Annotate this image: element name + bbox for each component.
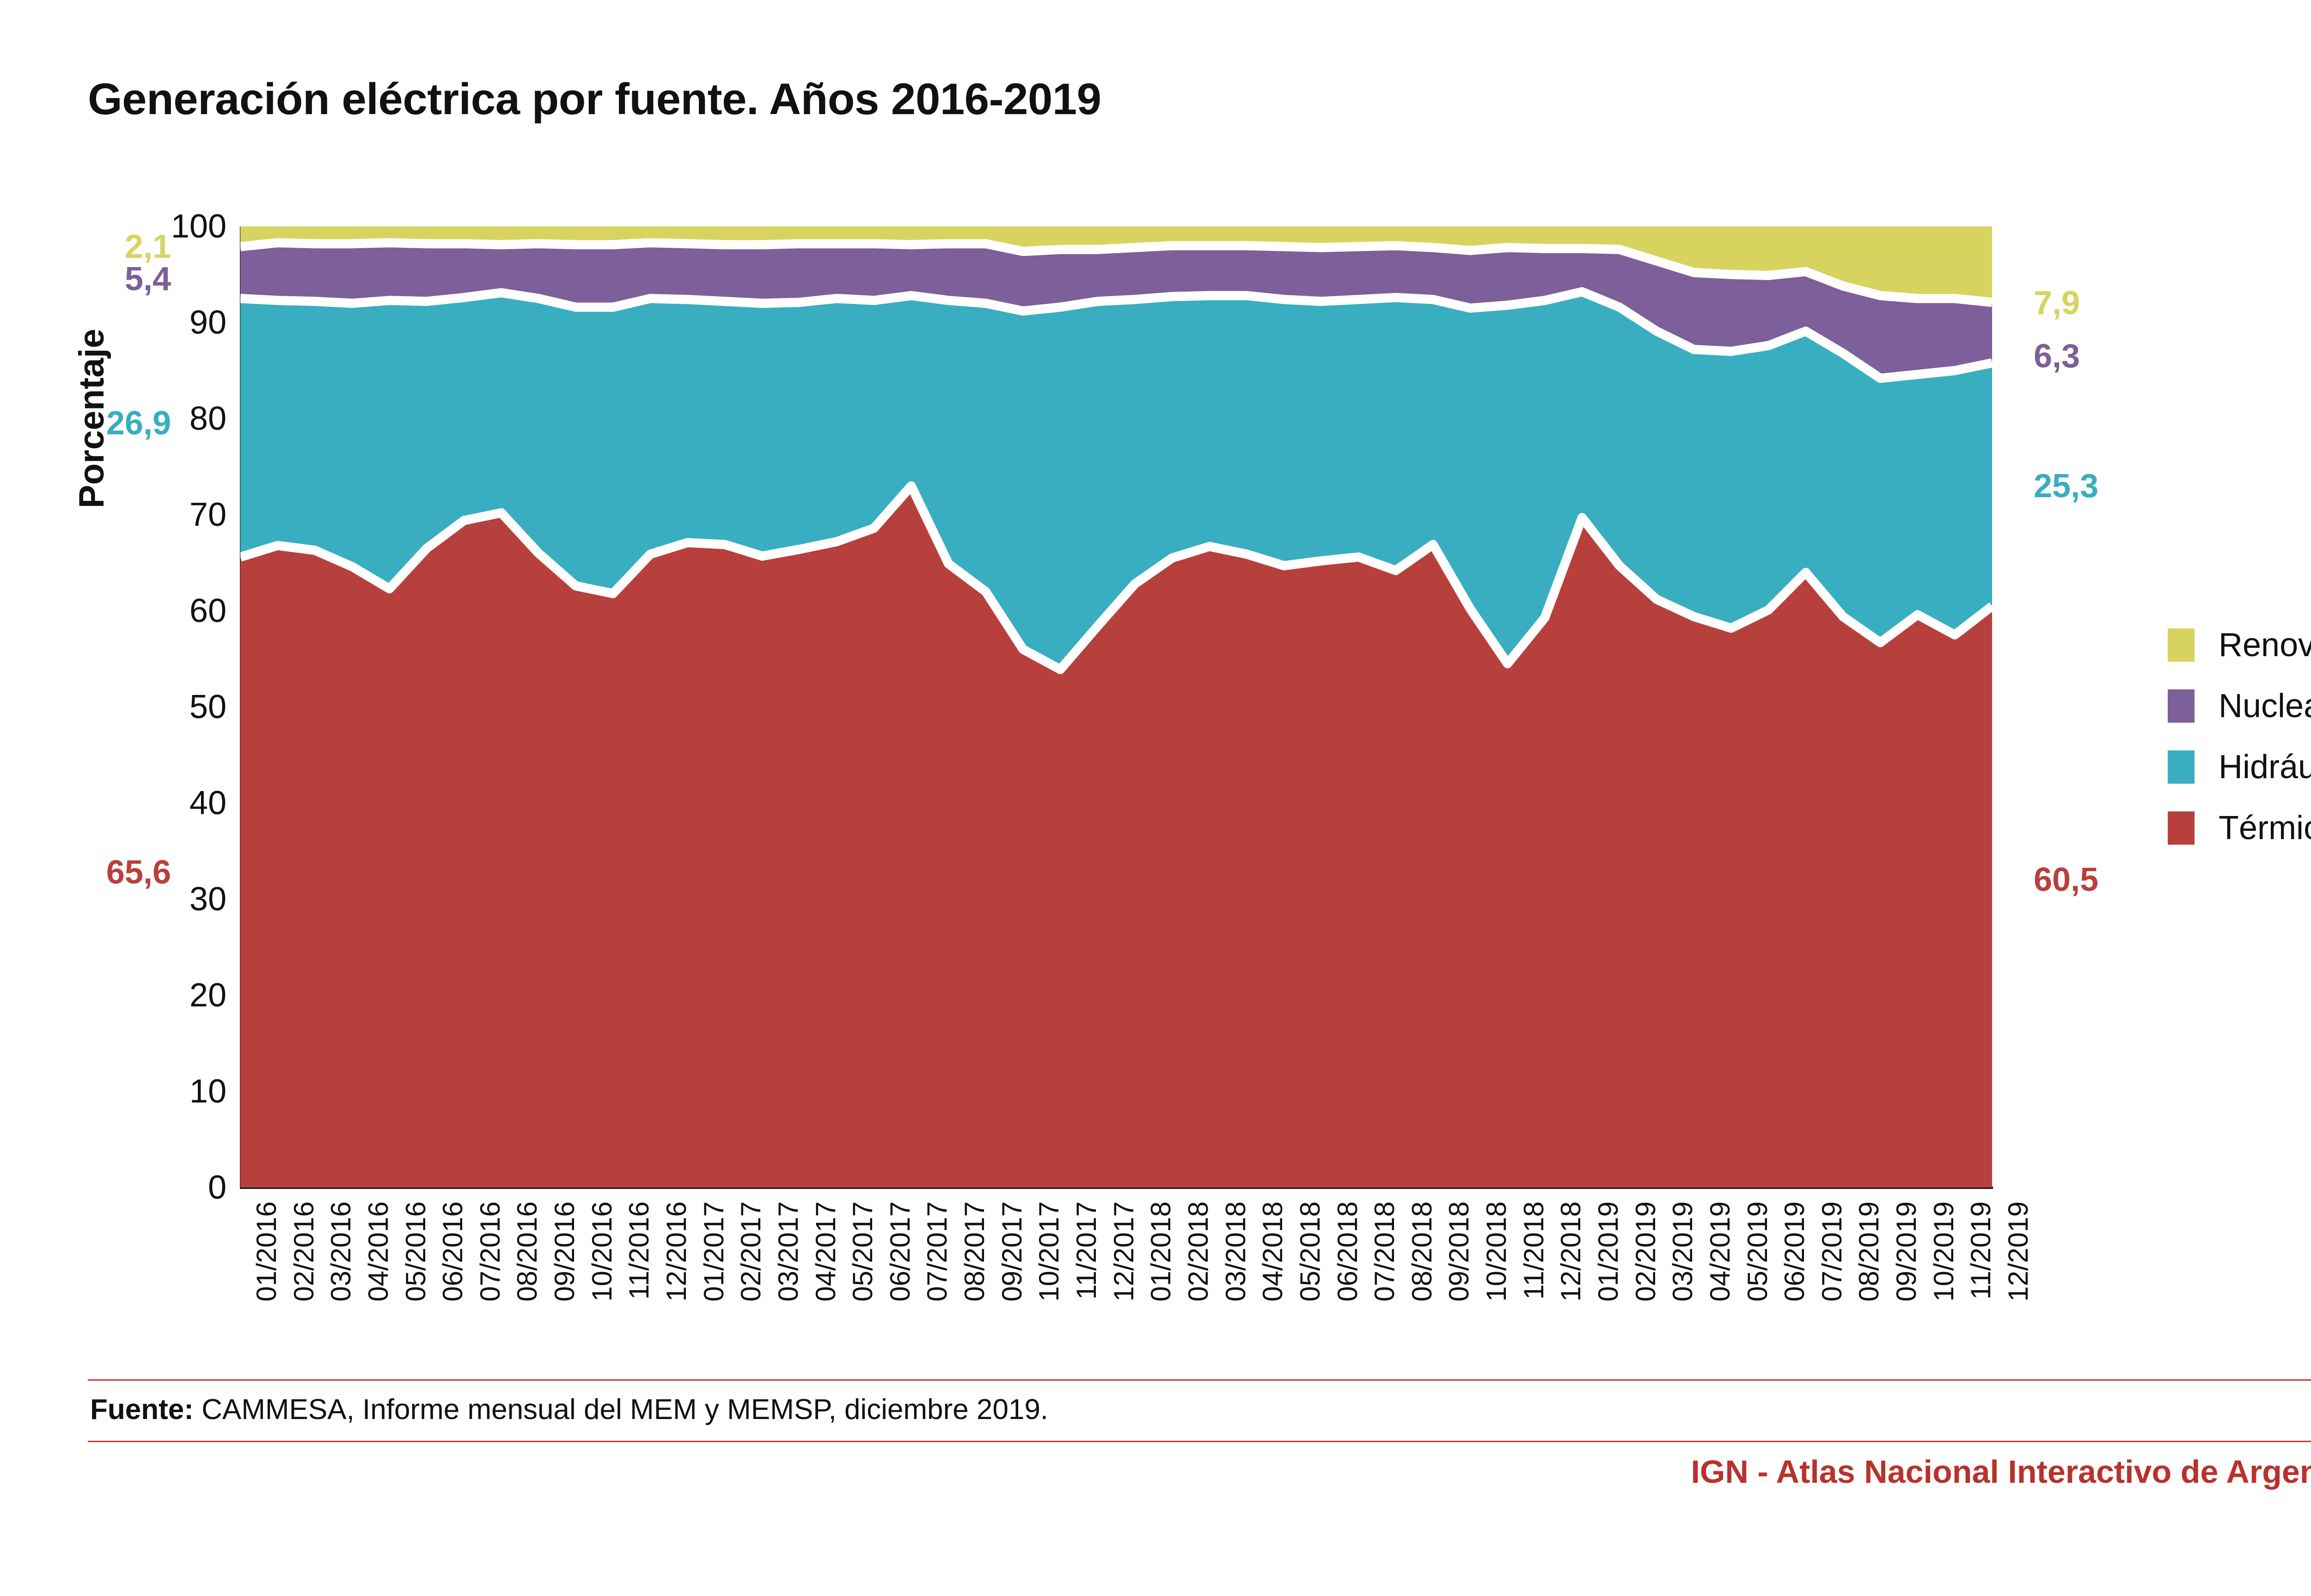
legend-swatch-icon [2168,750,2195,784]
value-annotation-left: 26,9 [106,405,171,442]
x-tick-label: 07/2016 [474,1201,506,1302]
x-tick-label: 11/2016 [624,1201,655,1300]
value-annotation-left: 2,1 [124,228,171,265]
source-note: Fuente: CAMMESA, Informe mensual del MEM… [90,1393,1048,1426]
x-tick-label: 12/2018 [1555,1201,1587,1302]
x-tick-label: 01/2017 [698,1201,729,1302]
x-tick-label: 09/2017 [996,1201,1027,1302]
y-tick-label: 80 [189,400,226,437]
x-tick-label: 10/2018 [1481,1201,1512,1302]
x-tick-label: 08/2019 [1853,1201,1885,1302]
y-tick-label: 0 [208,1169,226,1206]
y-axis-ticks: 0 10 20 30 40 50 60 70 80 90 100 [42,0,226,1206]
x-tick-label: 02/2018 [1182,1201,1214,1302]
x-tick-label: 03/2019 [1667,1201,1699,1302]
x-tick-label: 10/2019 [1928,1201,1959,1302]
x-tick-label: 07/2017 [922,1201,953,1302]
x-tick-label: 06/2016 [437,1201,469,1302]
legend-swatch-icon [2168,628,2195,662]
x-tick-label: 08/2016 [512,1201,543,1302]
y-tick-label: 30 [189,881,226,918]
x-tick-label: 03/2017 [772,1201,804,1302]
x-tick-label: 05/2018 [1294,1201,1326,1302]
legend-item-label: Renovable [2219,627,2311,664]
x-tick-label: 06/2017 [884,1201,916,1302]
x-tick-label: 05/2016 [400,1201,431,1302]
legend-item-label: Térmica [2219,810,2311,847]
x-tick-label: 08/2018 [1406,1201,1437,1302]
source-label: Fuente: [90,1394,194,1425]
area-edge-hidrulica [240,287,1992,383]
source-text: CAMMESA, Informe mensual del MEM y MEMSP… [193,1394,1049,1425]
area-band-trmica [240,486,1992,1188]
organization-credit: IGN - Atlas Nacional Interactivo de Arge… [1691,1454,2311,1490]
x-tick-label: 10/2017 [1033,1201,1065,1302]
legend-item-trmica[interactable]: Térmica [2168,798,2311,859]
legend-item-hidrulica[interactable]: Hidráulica [2168,737,2311,798]
legend-item-nuclear[interactable]: Nuclear [2168,676,2311,737]
y-tick-label: 60 [189,592,226,629]
footer-divider-top [88,1379,2311,1381]
x-tick-label: 12/2019 [2003,1201,2034,1302]
y-tick-label: 90 [189,304,226,341]
x-tick-label: 01/2019 [1592,1201,1624,1302]
footer-divider-bottom [88,1441,2311,1442]
legend-swatch-icon [2168,811,2195,845]
value-annotation-right: 6,3 [2034,337,2080,375]
x-tick-label: 08/2017 [959,1201,990,1302]
legend-swatch-icon [2168,689,2195,723]
y-tick-label: 20 [189,977,226,1014]
x-tick-label: 02/2016 [288,1201,319,1302]
x-tick-label: 05/2017 [847,1201,879,1302]
value-annotation-left: 5,4 [124,261,171,298]
x-tick-label: 01/2016 [251,1201,282,1302]
x-tick-label: 11/2017 [1071,1201,1102,1300]
x-tick-label: 04/2017 [810,1201,841,1302]
x-tick-label: 06/2019 [1779,1201,1810,1302]
x-tick-label: 09/2018 [1443,1201,1475,1302]
x-tick-label: 11/2018 [1518,1201,1549,1300]
x-tick-label: 09/2016 [549,1201,581,1302]
y-tick-label: 70 [189,496,226,533]
legend-item-label: Hidráulica [2219,749,2311,786]
value-annotation-right: 25,3 [2034,467,2099,505]
y-tick-label: 10 [189,1073,226,1110]
x-tick-label: 09/2019 [1891,1201,1922,1302]
legend: Renovable Nuclear Hidráulica Térmica [2168,615,2311,859]
value-annotation-left: 65,6 [106,853,171,891]
x-tick-label: 04/2016 [362,1201,394,1302]
legend-item-label: Nuclear [2219,688,2311,725]
value-annotation-right: 7,9 [2034,285,2080,322]
x-tick-label: 06/2018 [1332,1201,1363,1302]
x-tick-label: 04/2019 [1704,1201,1736,1302]
area-edge-nuclear [240,238,1992,307]
x-tick-label: 05/2019 [1742,1201,1773,1302]
legend-item-renovable[interactable]: Renovable [2168,615,2311,676]
page-title: Generación eléctrica por fuente. Años 20… [88,74,1101,124]
x-tick-label: 01/2018 [1145,1201,1177,1302]
x-tick-label: 02/2019 [1630,1201,1661,1302]
value-annotation-right: 60,5 [2034,861,2099,899]
x-tick-label: 12/2016 [661,1201,692,1302]
stacked-area-chart [240,226,1992,1188]
x-tick-label: 07/2019 [1816,1201,1847,1302]
x-tick-label: 11/2019 [1965,1201,1997,1300]
x-tick-label: 03/2018 [1220,1201,1251,1302]
x-tick-label: 02/2017 [735,1201,767,1302]
y-tick-label: 100 [171,208,226,245]
y-tick-label: 50 [189,688,226,725]
x-tick-label: 04/2018 [1257,1201,1289,1302]
plot-area [240,226,1992,1188]
area-edge-trmica [240,481,1992,674]
x-axis-line [240,1187,1993,1189]
x-tick-label: 12/2017 [1108,1201,1139,1302]
x-tick-label: 07/2018 [1369,1201,1400,1302]
y-tick-label: 40 [189,785,226,822]
x-tick-label: 10/2016 [586,1201,617,1302]
x-tick-label: 03/2016 [325,1201,357,1302]
